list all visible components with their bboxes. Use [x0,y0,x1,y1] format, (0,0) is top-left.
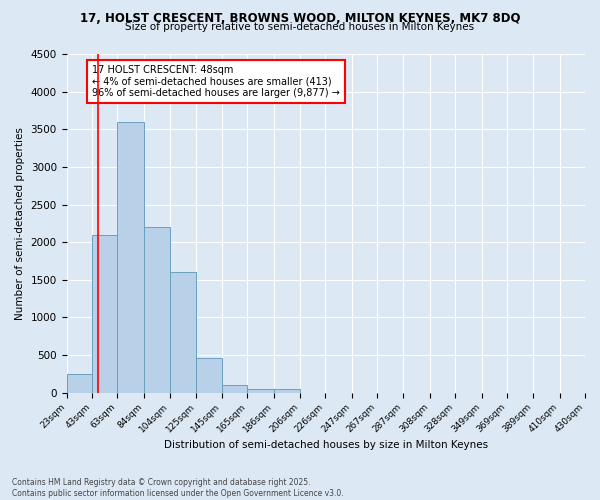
Text: 17, HOLST CRESCENT, BROWNS WOOD, MILTON KEYNES, MK7 8DQ: 17, HOLST CRESCENT, BROWNS WOOD, MILTON … [80,12,520,26]
X-axis label: Distribution of semi-detached houses by size in Milton Keynes: Distribution of semi-detached houses by … [164,440,488,450]
Text: Contains HM Land Registry data © Crown copyright and database right 2025.
Contai: Contains HM Land Registry data © Crown c… [12,478,344,498]
Bar [170,272,196,392]
Bar [274,389,299,392]
Bar [247,389,274,392]
Bar [67,374,92,392]
Bar [92,234,118,392]
Bar [118,122,144,392]
Bar [222,385,247,392]
Text: Size of property relative to semi-detached houses in Milton Keynes: Size of property relative to semi-detach… [125,22,475,32]
Bar [196,358,222,392]
Bar [144,227,170,392]
Y-axis label: Number of semi-detached properties: Number of semi-detached properties [15,127,25,320]
Text: 17 HOLST CRESCENT: 48sqm
← 4% of semi-detached houses are smaller (413)
96% of s: 17 HOLST CRESCENT: 48sqm ← 4% of semi-de… [92,66,340,98]
